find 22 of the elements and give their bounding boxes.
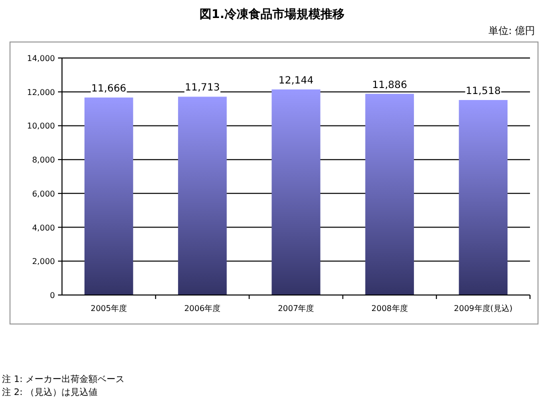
chart-title: 図1.冷凍食品市場規模推移: [200, 7, 344, 21]
data-label: 11,666: [91, 84, 126, 95]
x-tick-label: 2006年度: [184, 304, 221, 313]
y-tick-label: 0: [50, 291, 55, 300]
x-tick-label: 2005年度: [90, 304, 127, 313]
data-label: 11,886: [372, 80, 408, 91]
x-tick-label: 2009年度(見込): [454, 304, 513, 313]
x-tick-label: 2007年度: [278, 304, 314, 313]
data-label: 12,144: [278, 75, 314, 86]
chart-subtitle: 単位: 億円: [488, 25, 535, 37]
text: 注 2: （見込）は見込値: [2, 387, 98, 398]
y-tick-label: 6,000: [32, 189, 55, 198]
y-tick-label: 12,000: [27, 88, 55, 97]
y-tick-label: 2,000: [32, 257, 55, 266]
data-label: 11,713: [184, 82, 220, 94]
x-tick-label: 2008年度: [371, 304, 408, 313]
data-label: 11,518: [466, 86, 501, 98]
y-tick-label: 14,000: [27, 54, 55, 63]
y-tick-label: 8,000: [32, 156, 55, 165]
y-tick-label: 4,000: [32, 223, 55, 232]
text: 注 1: メーカー出荷金額ベース: [2, 374, 124, 385]
y-tick-label: 10,000: [27, 122, 55, 131]
